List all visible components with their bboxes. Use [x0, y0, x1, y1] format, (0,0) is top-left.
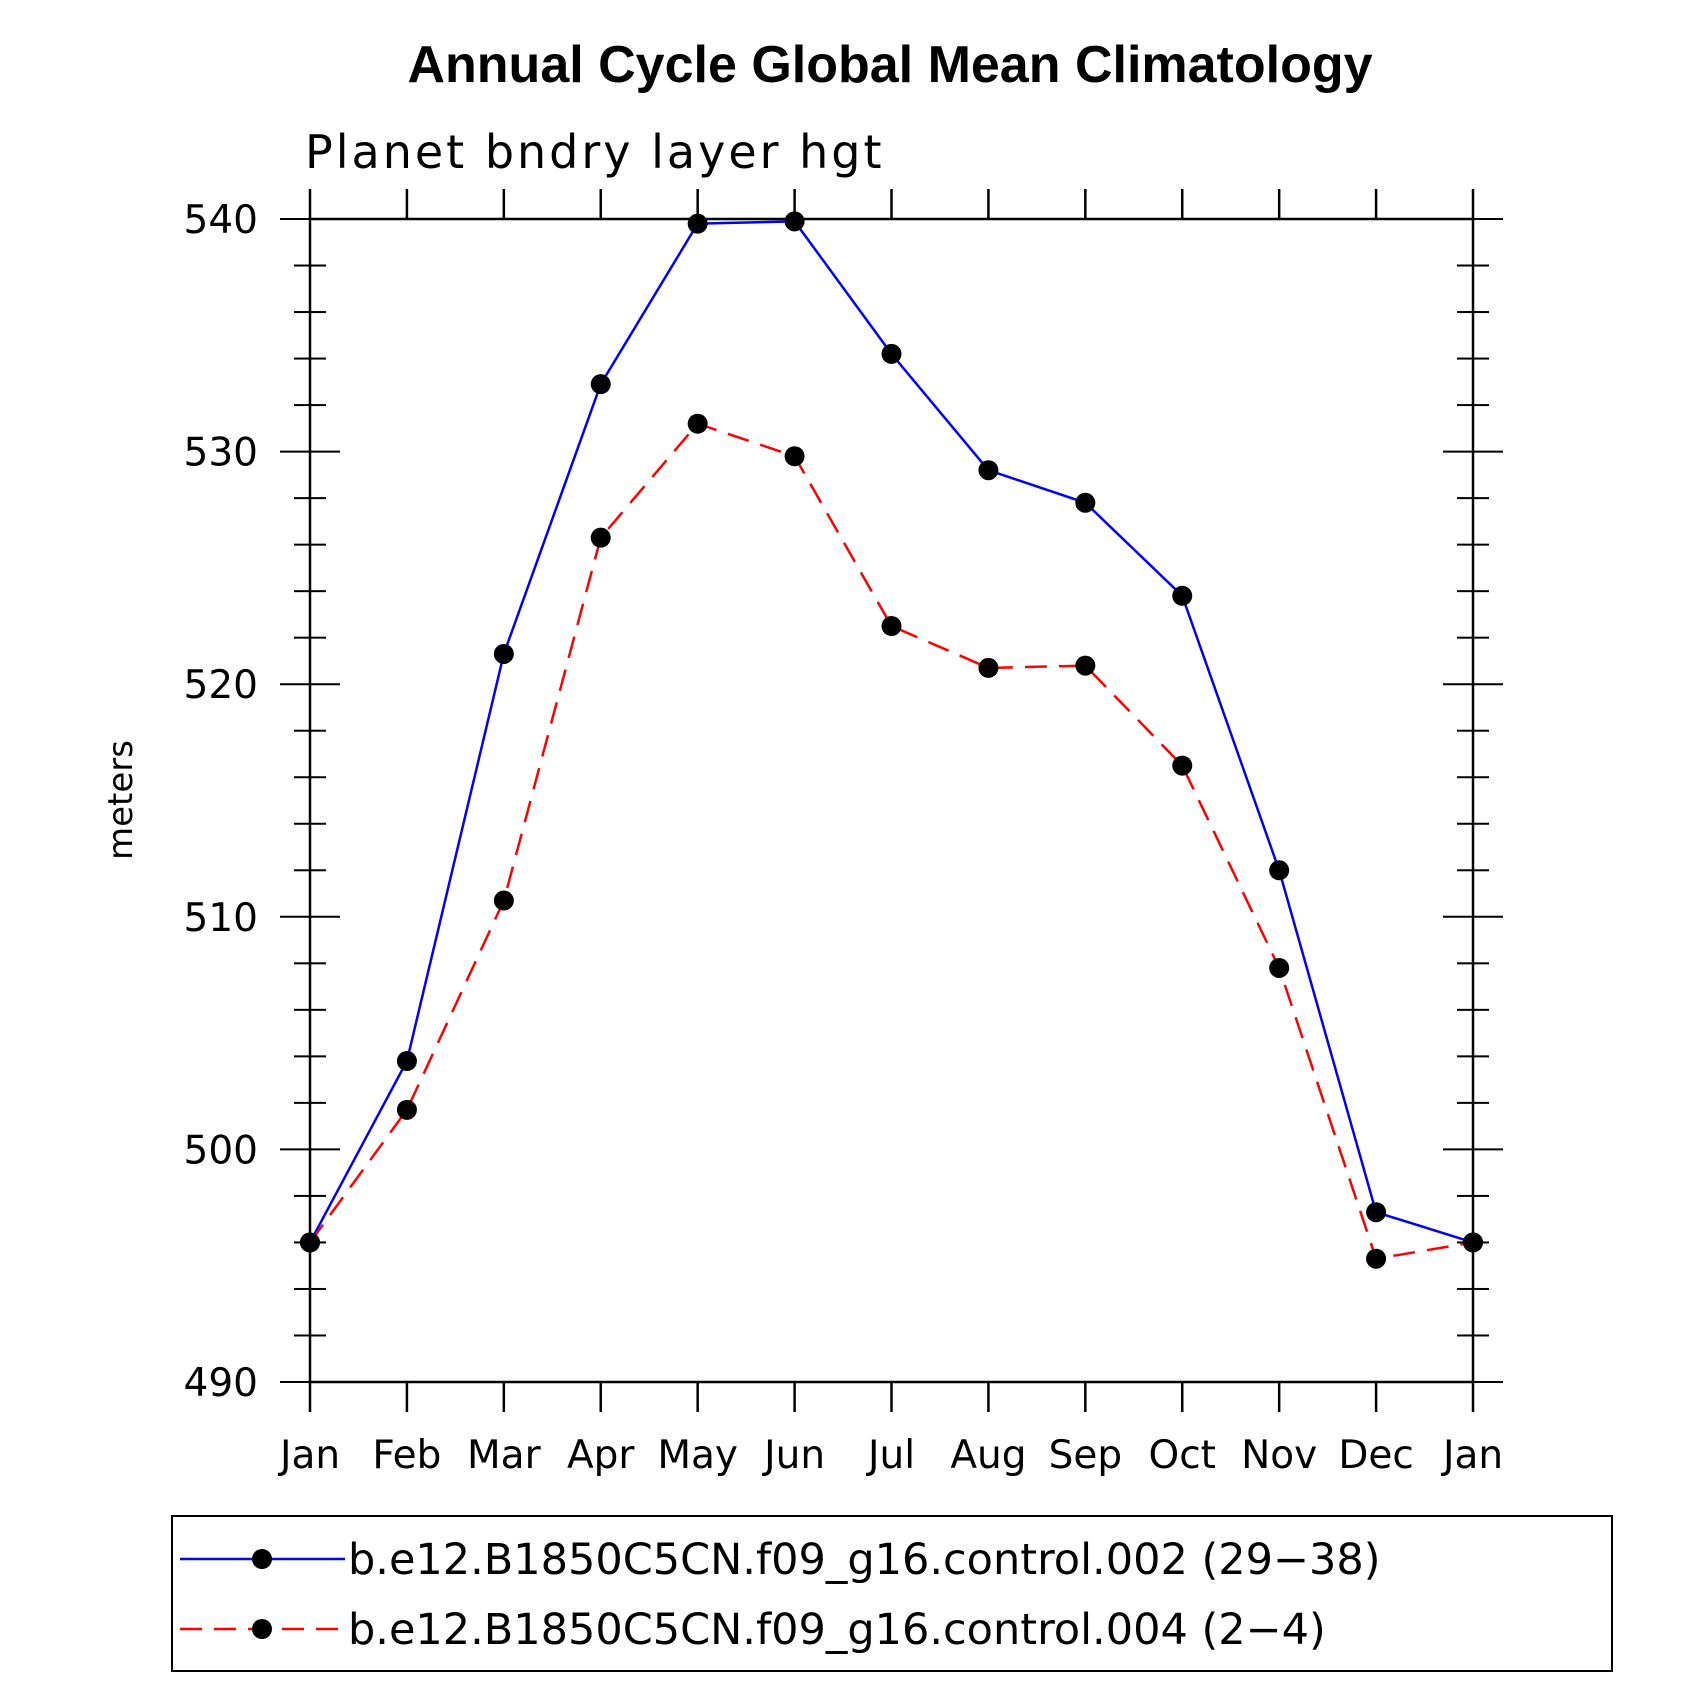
series-2-point	[590, 527, 611, 548]
series-1-point	[1075, 492, 1096, 513]
x-tick-label: May	[657, 1433, 738, 1478]
x-tick-labels: Jan Feb Mar Apr May Jun Jul Aug Sep Oct Nov Dec Jan	[277, 1433, 1503, 1478]
series-1-point	[1172, 585, 1193, 606]
series-2-point	[687, 413, 708, 434]
series-2-point	[1172, 755, 1193, 776]
series-1-point	[590, 374, 611, 395]
series-1-point	[881, 343, 902, 364]
x-tick-label: Dec	[1338, 1433, 1413, 1478]
x-tick-label: Aug	[950, 1433, 1026, 1478]
chart-title: Annual Cycle Global Mean Climatology	[407, 36, 1372, 94]
legend-label-1: b.e12.B1850C5CN.f09_g16.control.002 (29−…	[348, 1535, 1380, 1585]
axis-ticks	[280, 189, 1503, 1412]
x-tick-label: Oct	[1149, 1433, 1216, 1478]
plot-frame	[308, 217, 1475, 1384]
x-tick-label: Nov	[1241, 1433, 1317, 1478]
series-2-point	[396, 1099, 417, 1120]
series-1-point	[396, 1051, 417, 1072]
y-tick-label: 530	[184, 431, 258, 476]
chart-subtitle: Planet bndry layer hgt	[305, 125, 885, 179]
y-tick-label: 510	[184, 896, 258, 941]
x-tick-label: Jan	[277, 1433, 340, 1478]
x-tick-label: Sep	[1049, 1433, 1123, 1478]
series-2-point	[300, 1232, 320, 1253]
series-1-point	[978, 460, 999, 481]
x-tick-label: Apr	[567, 1433, 635, 1478]
x-tick-label: Jan	[1440, 1433, 1503, 1478]
legend-label-2: b.e12.B1850C5CN.f09_g16.control.004 (2−4…	[348, 1605, 1326, 1655]
series-2-point	[881, 616, 902, 637]
y-tick-labels: 490 500 510 520 530 540	[184, 198, 258, 1406]
series-group	[300, 211, 1483, 1269]
legend: b.e12.B1850C5CN.f09_g16.control.002 (29−…	[171, 1515, 1613, 1672]
series-2-point	[1269, 957, 1290, 978]
series-1-point	[1366, 1202, 1387, 1223]
series-2-point	[1075, 655, 1096, 676]
x-tick-label: Jul	[865, 1433, 915, 1478]
y-tick-label: 500	[184, 1128, 258, 1173]
series-2-point	[493, 890, 514, 911]
y-tick-label: 490	[184, 1361, 258, 1406]
legend-marker-2	[252, 1619, 272, 1639]
series-1-point	[1269, 860, 1290, 881]
series-1-point	[784, 211, 805, 232]
x-tick-label: Jun	[761, 1433, 825, 1478]
series-2-point	[1366, 1248, 1387, 1269]
y-tick-label: 540	[184, 198, 258, 243]
legend-box	[171, 1515, 1613, 1672]
series-2-point	[1463, 1232, 1483, 1253]
legend-marker-1	[252, 1549, 272, 1569]
y-tick-label: 520	[184, 663, 258, 708]
series-line-2	[308, 422, 1474, 1261]
y-axis-label: meters	[101, 740, 141, 860]
x-tick-label: Feb	[372, 1433, 441, 1478]
series-1-point	[687, 213, 708, 234]
series-1-point	[493, 643, 514, 664]
series-2-point	[978, 657, 999, 678]
series-2-point	[784, 446, 805, 467]
x-tick-label: Mar	[467, 1433, 542, 1478]
series-line-1	[308, 220, 1474, 1244]
